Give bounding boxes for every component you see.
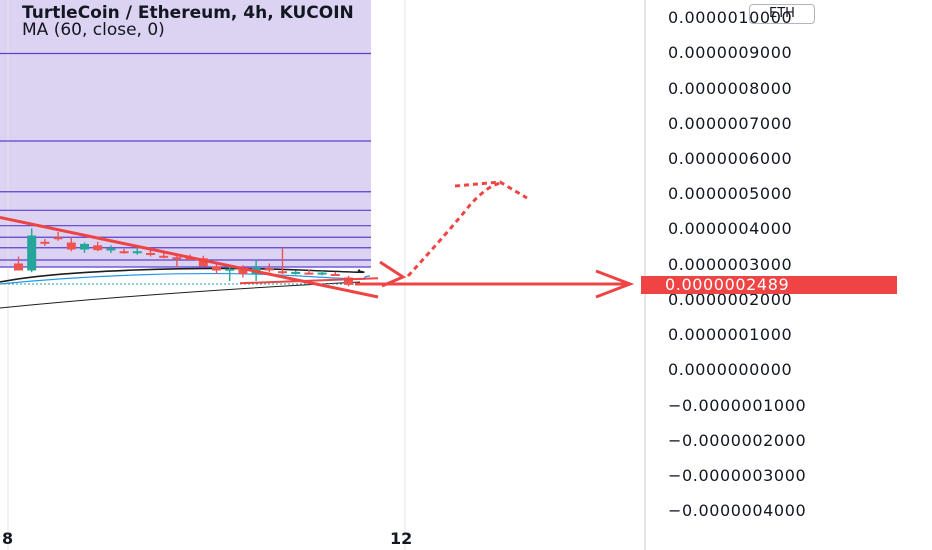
chart-background: [0, 0, 646, 550]
y-tick-label: 0.0000002000: [668, 290, 793, 309]
candle-body: [27, 235, 37, 271]
y-tick-label: −0.0000004000: [668, 501, 807, 520]
candle-body: [119, 251, 129, 254]
chart-title: TurtleCoin / Ethereum, 4h, KUCOIN: [22, 3, 354, 23]
y-tick-label: 0.0000008000: [668, 79, 793, 98]
candle-body: [146, 253, 155, 255]
candle-body: [66, 242, 76, 250]
candle-body: [291, 271, 301, 274]
candle-body: [14, 263, 23, 271]
candle-body: [132, 251, 142, 254]
y-tick-label: 0.0000003000: [668, 255, 793, 274]
long-ma-line: [0, 281, 361, 309]
candle-body: [225, 268, 235, 271]
candle-body: [93, 245, 103, 251]
candle-body: [304, 272, 314, 275]
y-tick-label: −0.0000002000: [668, 431, 807, 450]
candle-body: [238, 268, 248, 274]
y-tick-label: 0.0000004000: [668, 219, 793, 238]
y-tick-label: 0.0000010000: [668, 8, 793, 27]
triangle-apex-arrow: [379, 260, 407, 288]
candle-body: [106, 248, 116, 251]
candle-body: [344, 277, 353, 285]
shaded-zone: [0, 0, 371, 267]
ma-line: [0, 267, 365, 283]
candle-body: [159, 255, 169, 258]
x-tick-label: 12: [390, 529, 413, 548]
y-tick-label: 0.0000001000: [668, 325, 793, 344]
y-tick-label: 0.0000006000: [668, 149, 793, 168]
candle-body: [80, 243, 89, 250]
y-tick-label: −0.0000003000: [668, 466, 807, 485]
candle-body: [330, 274, 340, 276]
moving-averages: [0, 267, 371, 309]
last-price-badge: 0.0000002489: [641, 276, 897, 294]
horizontal-arrow-head: [595, 269, 635, 299]
y-tick-label: 0.0000009000: [668, 43, 793, 62]
annotations: [0, 180, 635, 299]
y-tick-label: 0.0000007000: [668, 114, 793, 133]
indicator-label: MA (60, close, 0): [22, 20, 165, 40]
candle-body: [264, 268, 274, 271]
candle-body: [212, 266, 221, 271]
candle-body: [172, 257, 182, 260]
y-tick-label: 0.0000000000: [668, 360, 793, 379]
candle-body: [53, 237, 63, 240]
y-tick-label: 0.0000005000: [668, 184, 793, 203]
currency-tag[interactable]: ETH: [749, 4, 815, 24]
trendline-upper: [0, 216, 379, 299]
fib-levels: [0, 52, 371, 268]
y-tick-label: −0.0000001000: [668, 396, 807, 415]
candle-body: [278, 271, 287, 274]
projection-dotted-path: [406, 181, 504, 278]
candle-body: [317, 272, 327, 275]
trendline-lower: [239, 277, 379, 285]
x-tick-label: 8: [2, 529, 14, 548]
projection-target-arrow: [454, 180, 528, 200]
candle-body: [40, 241, 50, 244]
candle-body: [198, 258, 208, 267]
